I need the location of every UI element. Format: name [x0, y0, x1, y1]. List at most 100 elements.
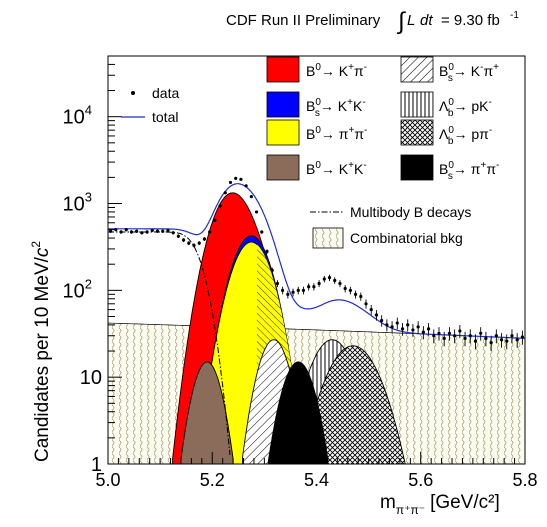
data-point-marker — [166, 228, 170, 233]
data-point-marker — [244, 184, 248, 188]
data-point-marker — [218, 204, 222, 208]
data-point — [458, 325, 462, 339]
legend-label-arrow: → — [453, 98, 471, 114]
legend-left: data total — [121, 85, 179, 125]
data-point — [364, 299, 368, 309]
legend-label-charge: + — [348, 62, 354, 73]
title-dt: dt — [420, 12, 433, 29]
ylabel-main: Candidates per 10 MeV/ — [32, 256, 53, 462]
legend-label-sup: 0 — [315, 160, 321, 171]
data-point — [223, 191, 227, 195]
data-point — [390, 321, 394, 334]
data-point-marker — [364, 302, 368, 306]
data-point — [114, 228, 118, 232]
data-point — [202, 237, 207, 241]
data-point — [260, 230, 264, 234]
legend-label-arrow: → — [321, 126, 339, 142]
legend-label-charge: + — [348, 160, 354, 171]
legend-label: B0→ K+π- — [306, 62, 367, 79]
data-point-marker — [296, 288, 300, 292]
lb-ppi-area — [300, 345, 406, 464]
xlabel-unit: [GeV/c²] — [430, 492, 500, 513]
y-tick-base: 10 — [63, 280, 85, 302]
data-point-marker — [333, 278, 337, 283]
data-point — [442, 331, 446, 347]
legend-label-charge: + — [480, 160, 486, 171]
y-tick-base: 10 — [63, 107, 85, 129]
data-point-marker — [192, 243, 196, 247]
data-point-marker — [494, 334, 498, 338]
data-point — [463, 331, 467, 347]
legend-multibody-label: Multibody B decays — [350, 204, 471, 220]
x-tick-label: 5.6 — [408, 470, 433, 490]
data-point — [359, 292, 363, 301]
data-point-marker — [301, 288, 306, 292]
legend-label-arrow: → — [320, 98, 338, 114]
data-point-marker — [343, 286, 347, 291]
data-point-marker — [385, 323, 389, 327]
legend-label: Λ0 b→ pπ- — [439, 125, 492, 147]
x-tick-label: 5.8 — [512, 470, 537, 490]
legend-label: Λ0 b→ pK- — [439, 97, 492, 119]
legend-label: B0→ π+π- — [306, 125, 367, 142]
data-point-marker — [359, 294, 363, 299]
data-point-marker — [213, 218, 217, 222]
legend-label-final2: π — [486, 161, 496, 177]
data-point — [432, 329, 436, 344]
legend-label: B0→ K+K- — [306, 160, 367, 177]
legend-label-sub: s — [448, 73, 453, 84]
data-point — [150, 228, 154, 233]
data-point-marker — [505, 339, 509, 343]
svg-text:mπ⁺π⁻[GeV/c²]: mπ⁺π⁻ [GeV/c²] — [380, 492, 500, 517]
y-tick-exponent: 4 — [85, 103, 92, 118]
data-point — [265, 249, 269, 254]
x-tick-label: 5.0 — [95, 470, 120, 490]
data-point — [489, 335, 493, 352]
x-tick-label: 5.4 — [304, 470, 329, 490]
data-point-marker — [447, 331, 452, 335]
legend-label-arrow: → — [453, 126, 471, 142]
data-point-marker — [265, 249, 269, 254]
data-point — [510, 329, 514, 344]
legend-label-final: π — [471, 161, 481, 177]
x-axis-ticks: 5.0 5.2 5.4 5.6 5.8 — [95, 452, 538, 490]
data-point — [176, 234, 180, 239]
legend-label-sub: b — [448, 108, 454, 119]
data-point — [281, 286, 285, 295]
data-point — [239, 177, 243, 181]
data-point — [515, 333, 519, 348]
data-point — [406, 319, 410, 332]
title-value: = 9.30 fb — [441, 12, 500, 29]
data-point — [166, 228, 170, 233]
legend-label-sub: b — [448, 136, 454, 147]
legend-label-final2: π — [354, 63, 364, 79]
data-point — [307, 283, 311, 291]
data-point-marker — [155, 229, 160, 233]
legend-swatch-bs-pipi — [400, 154, 434, 181]
legend-label-sup: 0 — [315, 125, 321, 136]
legend-label-base: B — [306, 126, 315, 142]
ylabel-sup: 2 — [29, 241, 43, 248]
data-point-marker — [234, 176, 238, 180]
title-l: L — [407, 12, 415, 29]
data-point-marker — [187, 241, 191, 245]
svg-text:Candidates per 10 MeV/c2: Candidates per 10 MeV/c2 — [29, 241, 53, 462]
data-point-marker — [249, 195, 253, 199]
data-point-marker — [317, 281, 321, 286]
legend-label-base: Λ — [439, 126, 449, 142]
data-point-marker — [228, 180, 233, 185]
data-point — [275, 280, 280, 288]
data-point-marker — [270, 268, 274, 272]
multibody-curve — [108, 231, 231, 455]
data-point-marker — [223, 191, 227, 195]
data-point-marker — [286, 292, 290, 296]
data-point-marker — [426, 327, 431, 331]
title-prefix: CDF Run II Preliminary — [226, 12, 381, 29]
data-point-marker — [473, 339, 478, 343]
data-point-marker — [499, 338, 504, 342]
data-point — [197, 241, 201, 246]
legend-total-label: total — [152, 109, 178, 125]
x-axis-label: mπ⁺π⁻ [GeV/c²] — [380, 492, 500, 517]
data-point-marker — [406, 323, 410, 327]
